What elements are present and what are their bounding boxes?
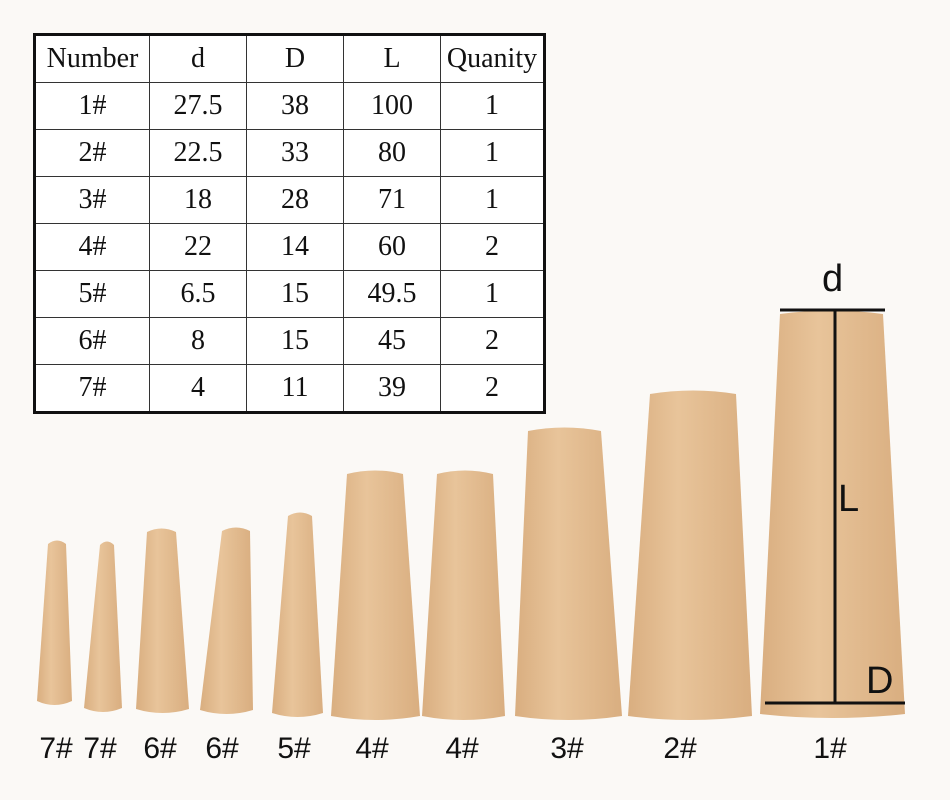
- table-cell: 71: [343, 176, 441, 224]
- plug-label: 7#: [83, 732, 117, 765]
- header-D: D: [246, 34, 344, 83]
- plug-label: 6#: [205, 732, 239, 765]
- table-cell: 14: [246, 223, 344, 271]
- table-cell: 22.5: [149, 129, 247, 177]
- wooden-plug: [422, 470, 505, 720]
- wooden-plug: [331, 470, 420, 720]
- plug-label: 5#: [277, 732, 311, 765]
- table-row: 7# 4 11 39 2: [34, 364, 545, 413]
- table-cell: 2: [440, 364, 545, 413]
- plug-label: 3#: [550, 732, 584, 765]
- table-row: 5# 6.5 15 49.5 1: [34, 270, 545, 318]
- table-cell: 38: [246, 82, 344, 130]
- table-cell: 22: [149, 223, 247, 271]
- table-cell: 4: [149, 364, 247, 413]
- table-cell: 15: [246, 270, 344, 318]
- table-cell: 1: [440, 270, 545, 318]
- table-cell: 39: [343, 364, 441, 413]
- table-cell: 5#: [34, 270, 150, 318]
- plug-label: 7#: [39, 732, 73, 765]
- dimension-label-D: D: [866, 660, 894, 702]
- table-cell: 2: [440, 317, 545, 365]
- wooden-plug: [84, 541, 122, 712]
- wooden-plug: [272, 512, 323, 717]
- wooden-plug: [200, 527, 253, 714]
- table-row: 2# 22.5 33 80 1: [34, 129, 545, 177]
- table-cell: 1: [440, 82, 545, 130]
- table-cell: 2#: [34, 129, 150, 177]
- wooden-plug: [136, 528, 189, 713]
- table-row: 6# 8 15 45 2: [34, 317, 545, 365]
- wooden-plug: [37, 540, 72, 705]
- wooden-plug: [628, 390, 752, 720]
- table-cell: 60: [343, 223, 441, 271]
- dimension-label-L: L: [838, 478, 860, 520]
- wooden-plug: [515, 427, 622, 720]
- table-cell: 11: [246, 364, 344, 413]
- table-cell: 49.5: [343, 270, 441, 318]
- plug-label: 6#: [143, 732, 177, 765]
- table-cell: 7#: [34, 364, 150, 413]
- table-cell: 2: [440, 223, 545, 271]
- plug-label: 4#: [445, 732, 479, 765]
- plug-label: 1#: [813, 732, 847, 765]
- table-cell: 6#: [34, 317, 150, 365]
- plug-label: 2#: [663, 732, 697, 765]
- table-cell: 45: [343, 317, 441, 365]
- table-row: 4# 22 14 60 2: [34, 223, 545, 271]
- table-cell: 15: [246, 317, 344, 365]
- dimension-label-d: d: [822, 258, 844, 300]
- plug-label: 4#: [355, 732, 389, 765]
- wooden-plug: [760, 310, 905, 718]
- spec-table: Number d D L Quanity 1# 27.5 38 100 1 2# 22.5 3…: [33, 33, 546, 414]
- table-cell: 1: [440, 129, 545, 177]
